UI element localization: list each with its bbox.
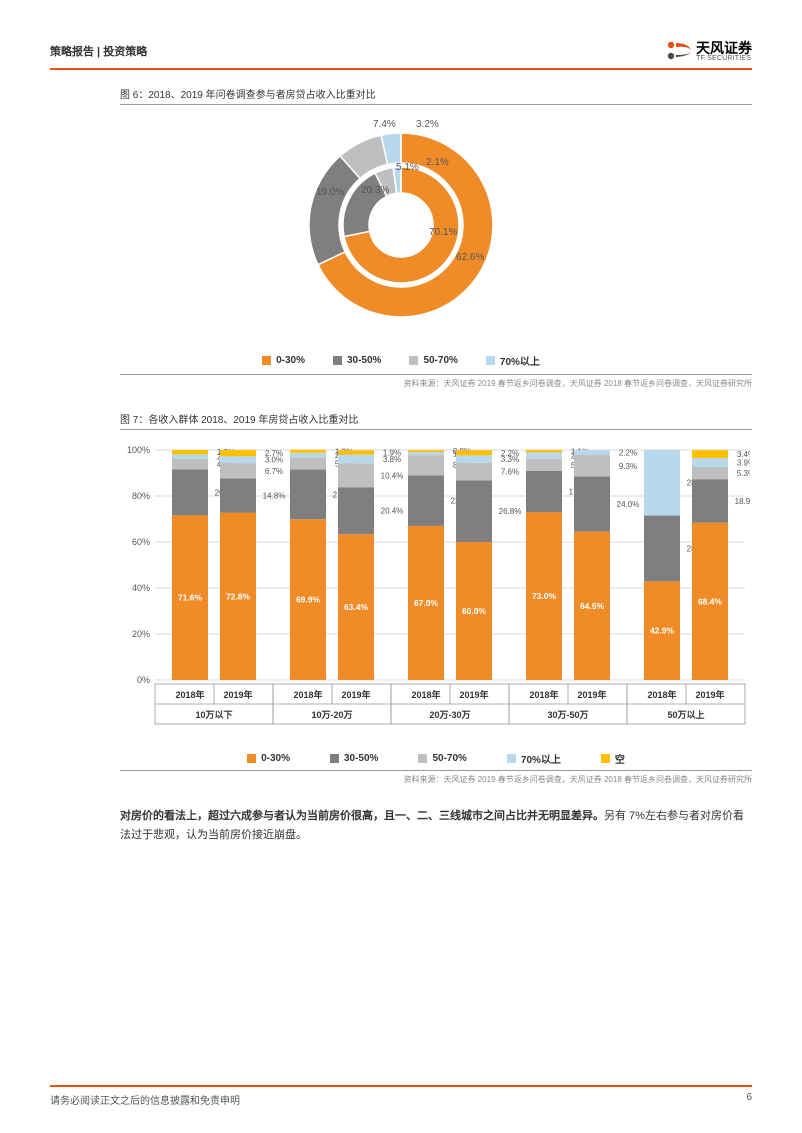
svg-text:30万-50万: 30万-50万 — [547, 710, 588, 720]
svg-text:72.8%: 72.8% — [226, 591, 251, 601]
svg-text:3.4%: 3.4% — [737, 450, 750, 459]
svg-text:63.4%: 63.4% — [344, 602, 369, 612]
svg-text:5.3%: 5.3% — [737, 469, 750, 478]
svg-text:62.6%: 62.6% — [456, 252, 484, 263]
legend-label: 0-30% — [261, 753, 290, 764]
svg-text:100%: 100% — [127, 445, 150, 455]
legend-swatch — [247, 754, 256, 763]
svg-text:70.1%: 70.1% — [429, 227, 457, 238]
svg-text:60%: 60% — [132, 537, 150, 547]
report-category: 策略报告 | 投资策略 — [50, 43, 147, 59]
legend-label: 30-50% — [344, 753, 378, 764]
header-rule — [50, 68, 752, 70]
legend-swatch — [409, 356, 418, 365]
legend-swatch — [601, 754, 610, 763]
legend-swatch — [333, 356, 342, 365]
legend-swatch — [330, 754, 339, 763]
legend-swatch — [418, 754, 427, 763]
fig6-chart: 62.6% 19.0% 7.4% 3.2% 70.1% 20.3% 5.1% 2.1% — [50, 115, 752, 345]
footer-disclaimer: 请务必阅读正文之后的信息披露和免责申明 — [50, 1092, 240, 1107]
fig6-legend: 0-30% 30-50% 50-70% 70%以上 — [50, 353, 752, 368]
svg-text:18.9%: 18.9% — [735, 497, 750, 506]
legend-label: 70%以上 — [500, 353, 540, 368]
fig6-title: 图 6：2018、2019 年问卷调查参与者房贷占收入比重对比 — [120, 86, 752, 105]
footer: 请务必阅读正文之后的信息披露和免责申明 6 — [50, 1085, 752, 1107]
legend-label: 0-30% — [276, 355, 305, 366]
svg-text:20万-30万: 20万-30万 — [429, 710, 470, 720]
legend-label: 空 — [615, 751, 625, 766]
svg-text:2.2%: 2.2% — [619, 449, 637, 458]
svg-text:2019年: 2019年 — [459, 689, 488, 700]
svg-text:2.1%: 2.1% — [426, 157, 449, 168]
svg-text:1.9%: 1.9% — [383, 448, 401, 457]
svg-text:2019年: 2019年 — [695, 689, 724, 700]
svg-text:2019年: 2019年 — [341, 689, 370, 700]
legend-label: 30-50% — [347, 355, 381, 366]
logo-icon — [666, 40, 692, 62]
svg-text:10.4%: 10.4% — [381, 471, 404, 480]
svg-text:2019年: 2019年 — [577, 689, 606, 700]
svg-text:9.3%: 9.3% — [619, 462, 637, 471]
svg-text:73.0%: 73.0% — [532, 591, 557, 601]
svg-text:2018年: 2018年 — [411, 689, 440, 700]
svg-text:6.7%: 6.7% — [265, 467, 283, 476]
header: 策略报告 | 投资策略 天风证券 TF SECURITIES — [50, 40, 752, 62]
legend-label: 70%以上 — [521, 751, 561, 766]
svg-text:71.6%: 71.6% — [178, 593, 203, 603]
svg-text:0%: 0% — [137, 675, 150, 685]
body-bold: 对房价的看法上，超过六成参与者认为当前房价很高，且一、二、三线城市之间占比并无明… — [120, 810, 604, 822]
fig6-source: 资料来源：天风证券 2019 春节返乡问卷调查，天风证券 2018 春节返乡问卷… — [120, 374, 752, 389]
logo-name-en: TF SECURITIES — [696, 55, 752, 62]
svg-text:40%: 40% — [132, 583, 150, 593]
legend-label: 50-70% — [432, 753, 466, 764]
svg-text:42.9%: 42.9% — [650, 626, 675, 636]
svg-text:2.7%: 2.7% — [265, 449, 283, 458]
svg-text:26.8%: 26.8% — [499, 507, 522, 516]
svg-text:69.9%: 69.9% — [296, 595, 321, 605]
svg-text:5.1%: 5.1% — [396, 162, 419, 173]
fig7-legend: 0-30% 30-50% 50-70% 70%以上 空 — [120, 751, 752, 766]
body-paragraph: 对房价的看法上，超过六成参与者认为当前房价很高，且一、二、三线城市之间占比并无明… — [120, 807, 752, 844]
logo-name-cn: 天风证券 — [696, 41, 752, 55]
legend-swatch — [262, 356, 271, 365]
page-number: 6 — [746, 1092, 752, 1107]
svg-text:24.0%: 24.0% — [617, 500, 640, 509]
svg-text:10万-20万: 10万-20万 — [311, 710, 352, 720]
svg-text:50万以上: 50万以上 — [667, 709, 704, 720]
svg-text:2018年: 2018年 — [175, 689, 204, 700]
svg-text:20%: 20% — [132, 629, 150, 639]
svg-text:68.4%: 68.4% — [698, 596, 723, 606]
svg-text:2.2%: 2.2% — [501, 449, 519, 458]
svg-text:19.0%: 19.0% — [316, 187, 344, 198]
legend-swatch — [486, 356, 495, 365]
svg-text:10万以下: 10万以下 — [195, 710, 232, 720]
svg-text:2018年: 2018年 — [647, 689, 676, 700]
legend-swatch — [507, 754, 516, 763]
svg-text:2018年: 2018年 — [529, 689, 558, 700]
svg-text:80%: 80% — [132, 491, 150, 501]
svg-text:20.4%: 20.4% — [381, 507, 404, 516]
svg-text:2019年: 2019年 — [223, 689, 252, 700]
svg-text:7.6%: 7.6% — [501, 468, 519, 477]
svg-text:64.5%: 64.5% — [580, 601, 605, 611]
svg-text:67.0%: 67.0% — [414, 598, 439, 608]
svg-text:2018年: 2018年 — [293, 689, 322, 700]
svg-text:14.8%: 14.8% — [263, 492, 286, 501]
fig7-title: 图 7：各收入群体 2018、2019 年房贷占收入比重对比 — [120, 411, 752, 430]
svg-text:3.2%: 3.2% — [416, 119, 439, 130]
logo: 天风证券 TF SECURITIES — [666, 40, 752, 62]
fig7-source: 资料来源：天风证券 2019 春节返乡问卷调查，天风证券 2018 春节返乡问卷… — [120, 770, 752, 785]
svg-text:7.4%: 7.4% — [373, 119, 396, 130]
fig7-chart: 0%20%40%60%80%100%71.6%20.0%4.5%2.0%1.9%… — [120, 440, 752, 745]
svg-text:20.3%: 20.3% — [361, 185, 389, 196]
legend-label: 50-70% — [423, 355, 457, 366]
svg-text:60.0%: 60.0% — [462, 606, 487, 616]
page: 策略报告 | 投资策略 天风证券 TF SECURITIES 图 6：2018、… — [0, 0, 802, 1133]
svg-text:3.9%: 3.9% — [737, 459, 750, 468]
